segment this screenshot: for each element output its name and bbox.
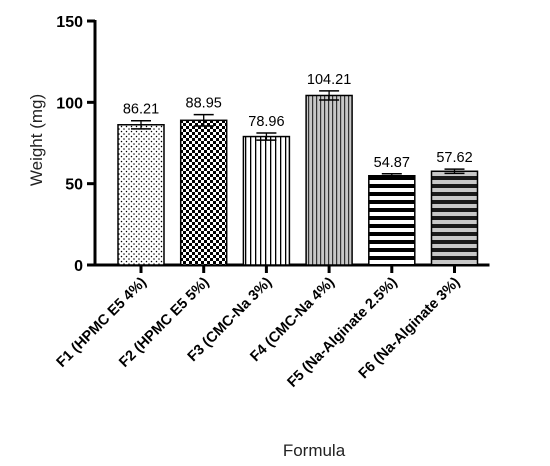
bar bbox=[430, 170, 479, 266]
x-axis-title: Formula bbox=[283, 441, 346, 460]
bar bbox=[305, 94, 353, 266]
y-tick-label: 100 bbox=[56, 95, 83, 112]
data-label: 88.95 bbox=[186, 96, 222, 112]
data-label: 57.62 bbox=[436, 150, 472, 166]
y-tick-label: 0 bbox=[74, 258, 83, 275]
data-label: 104.21 bbox=[307, 72, 351, 88]
data-label: 54.87 bbox=[374, 155, 410, 171]
y-axis-title: Weight (mg) bbox=[27, 94, 46, 186]
y-tick-label: 150 bbox=[56, 14, 83, 31]
data-label: 78.96 bbox=[248, 114, 284, 130]
bars-group bbox=[117, 90, 479, 266]
bar bbox=[368, 174, 416, 266]
data-label: 86.21 bbox=[123, 102, 159, 118]
bar bbox=[242, 135, 291, 266]
bar bbox=[117, 124, 165, 266]
y-tick-label: 50 bbox=[65, 177, 83, 194]
x-tick-label: F5 (Na-Alginate 2.5%) bbox=[284, 274, 400, 390]
bar bbox=[179, 119, 228, 266]
